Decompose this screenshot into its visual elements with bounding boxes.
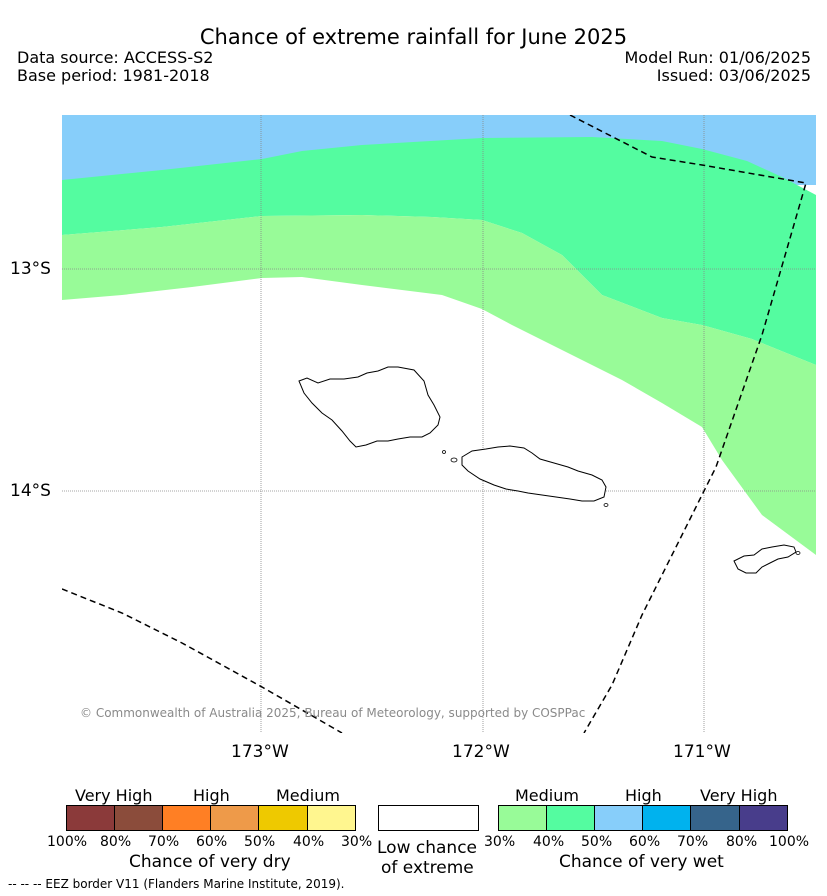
wet-swatch-40-50 (547, 805, 595, 831)
graticule (62, 115, 816, 733)
issued-label: Issued: 03/06/2025 (656, 66, 811, 85)
wet-swatch-30-40 (498, 805, 547, 831)
wet-tick: 70% (677, 834, 709, 850)
dry-tick: 100% (47, 834, 88, 850)
model-run-label: Model Run: 01/06/2025 (624, 48, 812, 67)
islet-nuutele (603, 503, 609, 507)
dry-tick: 30% (341, 834, 373, 850)
copyright-note: © Commonwealth of Australia 2025, Bureau… (80, 706, 586, 720)
dry-swatch-40-30 (308, 805, 356, 831)
dry-swatch-70-60 (163, 805, 211, 831)
wet-tick: 100% (769, 834, 810, 850)
dry-swatch-80-70 (115, 805, 163, 831)
wet-tick: 60% (629, 834, 661, 850)
wet-50-60-region (62, 137, 816, 365)
eez-border (62, 115, 807, 733)
lat-label-14s: 14°S (10, 481, 51, 501)
base-period-label: Base period: 1981-2018 (17, 66, 210, 85)
wet-swatch-80-100 (740, 805, 788, 831)
wet-heading-medium: Medium (515, 786, 579, 805)
dry-swatch-60-50 (211, 805, 259, 831)
wet-tick: 30% (484, 834, 516, 850)
dry-legend-title: Chance of very dry (129, 852, 291, 872)
wet-tick: 80% (726, 834, 758, 850)
wet-40-50-region (62, 215, 816, 555)
wet-tick: 40% (533, 834, 565, 850)
wet-tick: 50% (581, 834, 613, 850)
dry-tick: 80% (100, 834, 132, 850)
dry-tick: 50% (244, 834, 276, 850)
dry-heading-high: High (193, 786, 230, 805)
map-canvas (62, 115, 816, 733)
islet-aunuu (795, 551, 801, 555)
dry-heading-medium: Medium (276, 786, 340, 805)
dry-tick: 40% (293, 834, 325, 850)
wet-swatch-50-60 (595, 805, 643, 831)
dry-heading-very-high: Very High (75, 786, 153, 805)
map-panel (62, 115, 816, 733)
map-title: Chance of extreme rainfall for June 2025 (199, 25, 628, 49)
island-upolu (461, 445, 607, 502)
low-chance-title-line2: of extreme (381, 858, 474, 878)
island-savaii (298, 366, 441, 448)
dry-tick: 60% (196, 834, 228, 850)
island-tutuila (733, 544, 797, 574)
low-chance-title-line1: Low chance (377, 838, 477, 858)
lon-label-172w: 172°W (452, 742, 510, 762)
dry-tick: 70% (148, 834, 180, 850)
wet-heading-high: High (625, 786, 662, 805)
eez-footnote: -- -- -- EEZ border V11 (Flanders Marine… (8, 877, 345, 891)
data-source-label: Data source: ACCESS-S2 (17, 48, 214, 67)
dry-swatch-50-40 (259, 805, 308, 831)
lon-label-171w: 171°W (673, 742, 731, 762)
lon-label-173w: 173°W (231, 742, 289, 762)
islet-manono (450, 457, 458, 463)
islet-apolima (442, 450, 446, 454)
wet-heading-very-high: Very High (700, 786, 778, 805)
dry-swatch-100-80 (66, 805, 115, 831)
wet-swatch-60-70 (643, 805, 691, 831)
wet-legend-title: Chance of very wet (559, 852, 724, 872)
low-chance-swatch (378, 805, 479, 831)
lat-label-13s: 13°S (10, 259, 51, 279)
wet-swatch-70-80 (691, 805, 740, 831)
